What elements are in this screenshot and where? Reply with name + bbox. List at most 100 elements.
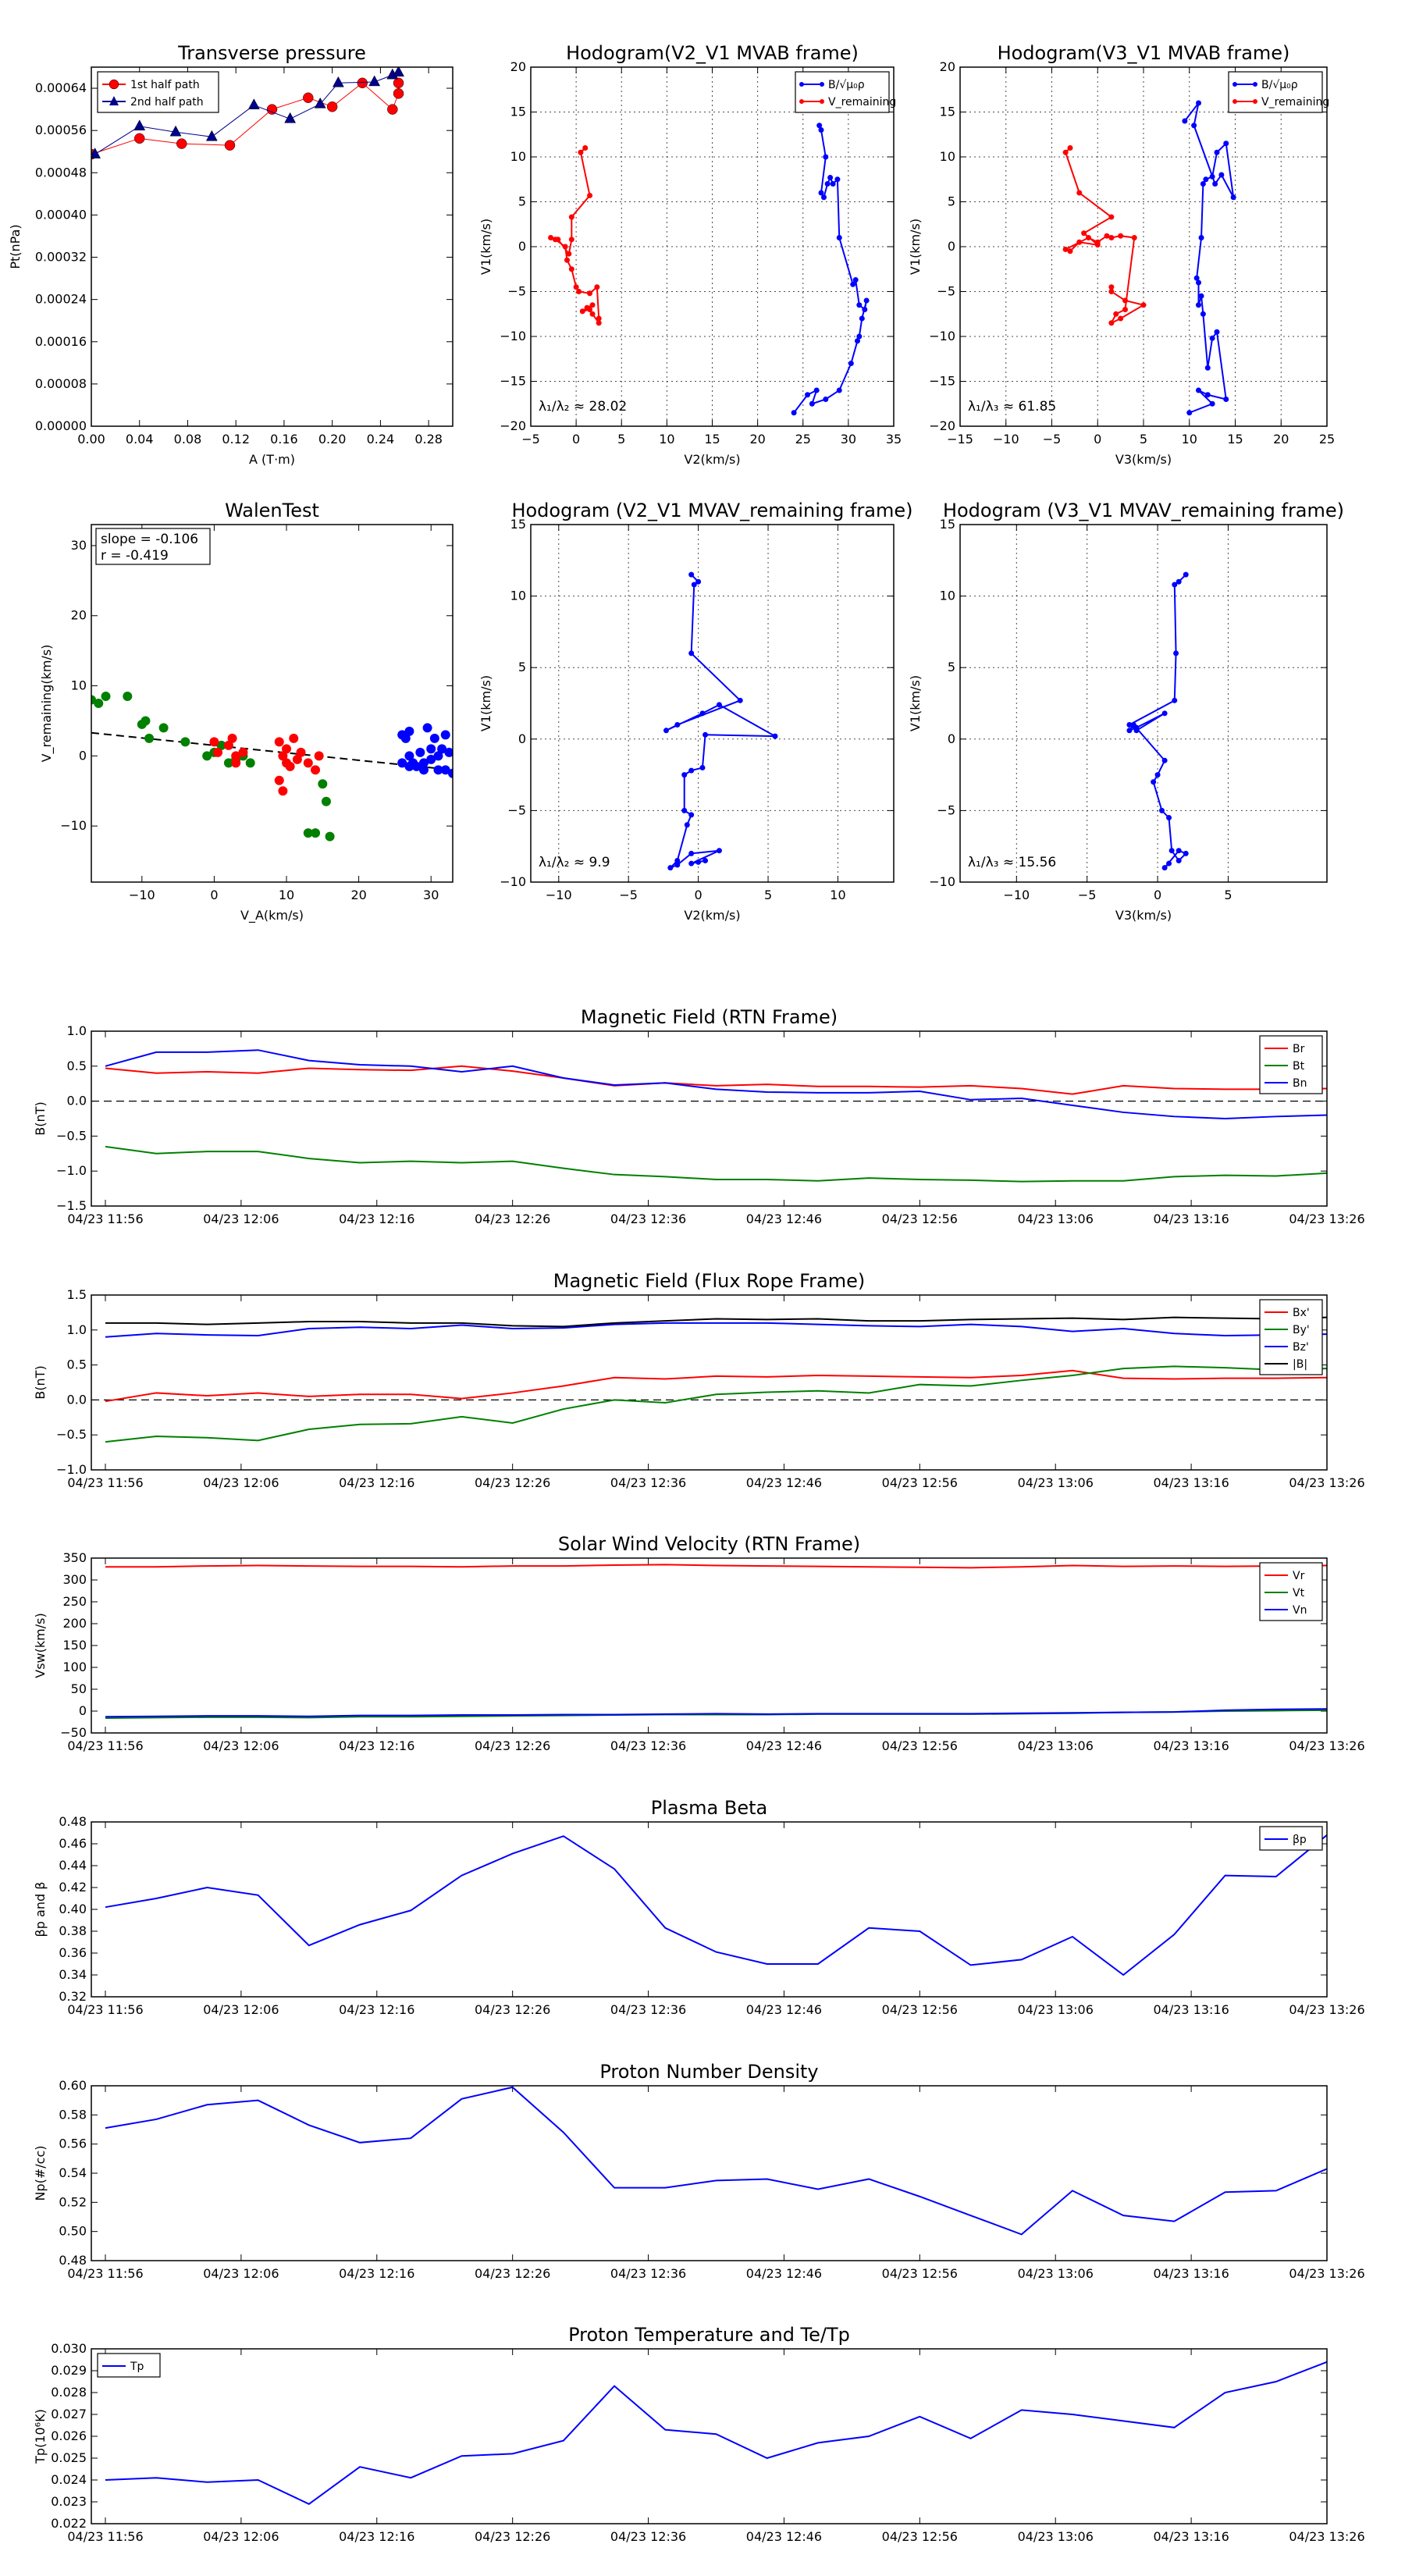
data-point [1081,230,1087,237]
data-point [681,772,688,778]
data-point [596,315,602,322]
y-tick-label: 0.00040 [35,207,87,222]
y-tick-label: 0.5 [67,1357,87,1372]
x-tick-label: 04/23 12:56 [882,1212,958,1226]
data-point [202,751,212,761]
plot-area [1126,571,1189,871]
legend-marker [109,96,119,105]
x-tick-label: 04/23 12:56 [882,2002,958,2017]
plot-area [91,692,453,841]
y-tick-label: −5 [507,284,526,299]
plot-area [105,2361,1327,2505]
y-tick-label: 0 [518,731,526,746]
legend-label: Br [1293,1043,1305,1055]
data-point [824,181,831,187]
data-point [1161,757,1168,763]
data-point [1193,275,1200,281]
x-tick-label: 04/23 12:06 [203,2266,279,2281]
data-point [818,190,824,196]
y-tick-label: 0.030 [51,2341,87,2356]
y-tick-label: −1.5 [56,1198,87,1213]
data-point [791,410,797,416]
data-point [568,266,574,272]
plot-area [548,123,870,416]
x-tick-label: −10 [129,888,155,902]
axes-frame [91,2085,1328,2261]
data-point [123,692,133,702]
y-tick-label: 200 [62,1616,87,1631]
legend-label: Vn [1293,1604,1307,1617]
data-point [552,237,558,243]
data-point [1173,650,1179,656]
x-tick-label: −15 [947,432,973,447]
x-tick-label: 04/23 13:26 [1289,1738,1364,1753]
data-point [1204,365,1211,371]
data-point [1203,176,1209,183]
data-point [303,758,313,768]
y-axis-label: V1(km/s) [478,675,493,731]
plot-area [105,1834,1327,1976]
x-tick-label: 04/23 11:56 [67,2529,143,2544]
legend-marker [1232,82,1237,87]
data-point [1118,315,1124,322]
data-point [1172,697,1178,703]
x-tick-label: 04/23 13:16 [1153,1738,1229,1753]
ratio-annotation: λ₁/λ₂ ≈ 28.02 [539,399,627,415]
y-axis-label: βp and β [33,1882,48,1937]
y-tick-label: −5 [937,802,955,817]
y-tick-label: 0 [79,1703,87,1718]
x-tick-label: 5 [617,432,625,447]
x-tick-label: 04/23 13:26 [1289,1475,1364,1490]
series-vn-line [105,1708,1327,1718]
series-tp-line [105,2361,1327,2505]
data-point [303,828,313,838]
y-tick-label: 10 [510,589,526,603]
data-point [1076,239,1083,245]
y-tick-label: 350 [62,1550,87,1565]
data-point [213,747,223,757]
data-point [578,149,584,155]
x-tick-label: 04/23 12:36 [610,1475,686,1490]
legend-label: Bz' [1293,1341,1309,1354]
x-tick-label: 25 [1319,432,1335,447]
chart-title: Plasma Beta [651,1797,767,1819]
data-point [1122,297,1128,304]
data-point [223,740,233,750]
y-tick-label: −20 [500,418,526,433]
data-point [1214,329,1220,335]
x-tick-label: 04/23 13:16 [1153,2529,1229,2544]
data-point [684,822,690,828]
chart-title: Magnetic Field (RTN Frame) [581,1006,838,1028]
x-tick-label: 04/23 12:26 [475,1738,550,1753]
x-tick-label: 10 [1182,432,1197,447]
data-point [1118,233,1124,239]
x-tick-label: 0 [572,432,580,447]
x-axis-label: V2(km/s) [684,908,740,923]
y-tick-label: 5 [948,194,955,209]
data-point [568,237,574,243]
y-tick-label: 0.0 [67,1392,87,1407]
x-tick-label: −10 [993,432,1019,447]
x-tick-label: −5 [1043,432,1062,447]
y-tick-label: −0.5 [56,1427,87,1442]
data-point [411,761,422,771]
x-tick-label: 04/23 11:56 [67,2266,143,2281]
data-point [429,733,439,743]
y-tick-label: 0.028 [51,2385,87,2400]
x-tick-label: 04/23 12:16 [339,1475,414,1490]
legend-label: Vt [1293,1587,1305,1599]
y-tick-label: 1.0 [67,1023,87,1038]
legend-label: By' [1293,1324,1310,1336]
y-tick-label: 10 [940,589,955,603]
x-tick-label: 04/23 13:06 [1018,1212,1094,1226]
axes-frame [91,66,454,427]
data-point [566,251,572,257]
data-point [284,112,297,123]
x-tick-label: 04/23 12:46 [746,1738,822,1753]
x-tick-label: 04/23 12:36 [610,1738,686,1753]
chart-title: WalenTest [225,500,319,521]
data-point [1196,100,1201,106]
x-tick-label: 04/23 13:06 [1018,1475,1094,1490]
chart-h3: Hodogram (V2_V1 MVAV_remaining frame) −10… [478,500,913,923]
data-point [448,768,453,778]
